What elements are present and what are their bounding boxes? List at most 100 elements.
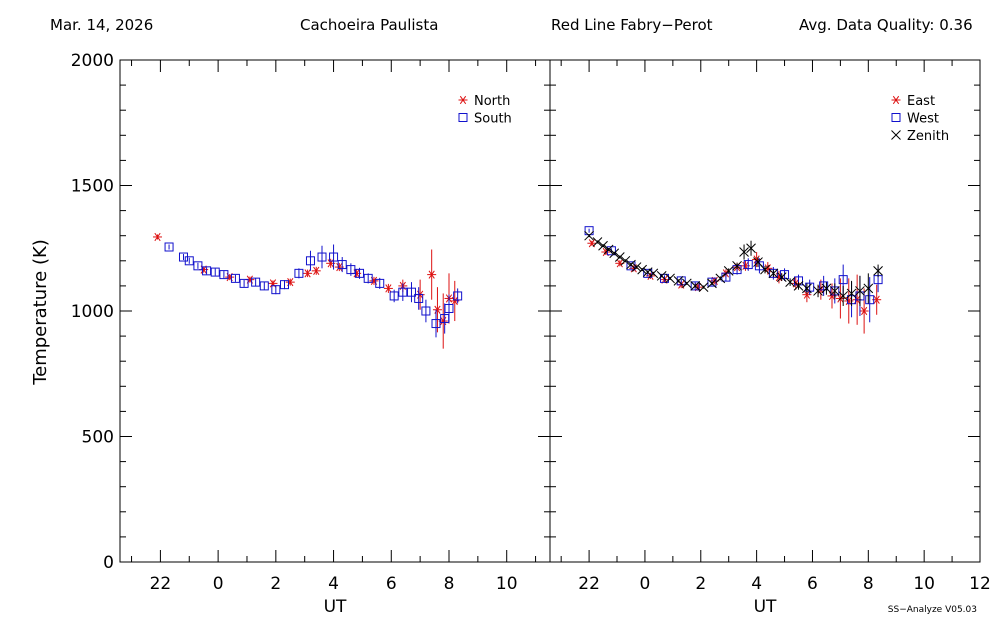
cross-marker: [681, 278, 692, 289]
cross-marker: [829, 286, 840, 296]
square-marker: [838, 275, 848, 285]
square-marker: [690, 281, 700, 291]
square-marker: [317, 252, 327, 262]
cross-marker: [776, 272, 787, 282]
square-marker: [458, 113, 468, 122]
square-marker: [743, 260, 753, 270]
y-tick-label: 1500: [71, 177, 114, 197]
cross-marker: [642, 267, 653, 277]
square-marker: [659, 273, 669, 283]
square-marker: [210, 267, 220, 277]
cross-marker: [584, 230, 594, 241]
cross-marker: [673, 276, 684, 286]
series-zenith: [584, 230, 883, 306]
square-marker: [184, 256, 194, 266]
square-marker: [819, 281, 829, 291]
cross-marker: [746, 243, 756, 254]
cross-marker: [891, 130, 901, 140]
square-marker: [398, 287, 408, 297]
x-tick-label: 22: [578, 574, 600, 594]
cross-marker: [614, 252, 625, 262]
cross-marker: [656, 271, 667, 281]
cross-marker: [838, 291, 849, 301]
cross-marker: [665, 273, 675, 284]
x-tick-label: 2: [270, 574, 281, 594]
x-axis-label-left: UT: [324, 597, 347, 617]
cross-marker: [855, 286, 865, 296]
date-label: Mar. 14, 2026: [50, 16, 154, 34]
site-label: Cachoeira Paulista: [300, 16, 439, 34]
asterisk-marker: [383, 284, 393, 293]
cross-marker: [603, 244, 614, 255]
square-marker: [643, 268, 653, 278]
cross-marker: [592, 237, 603, 247]
cross-marker: [863, 283, 874, 294]
square-marker: [444, 303, 454, 313]
square-marker: [251, 277, 261, 287]
x-tick-label: 4: [751, 574, 762, 594]
cross-marker: [626, 259, 636, 270]
x-tick-label: 6: [386, 574, 397, 594]
square-marker: [406, 287, 416, 297]
panel-north-south: 0 500 1000 1500 2000 22 0 2 4 6 8 10 North South: [71, 51, 551, 594]
version-label: SS−Analyze V05.03: [888, 605, 977, 615]
x-tick-label: 10: [913, 574, 935, 594]
cross-marker: [785, 277, 795, 287]
x-tick-label: 2: [695, 574, 706, 594]
square-marker: [230, 273, 240, 283]
square-marker: [271, 285, 281, 295]
cross-marker: [698, 282, 709, 293]
square-marker: [431, 319, 441, 329]
cross-marker: [802, 283, 812, 294]
square-marker: [754, 261, 764, 271]
asterisk-marker: [859, 306, 869, 316]
cross-marker: [768, 268, 779, 279]
square-marker: [279, 280, 289, 290]
square-marker: [355, 268, 365, 278]
panel-east-west-zenith: 22 0 2 4 6 8 10 12 East West Zenith: [549, 59, 991, 594]
x-tick-label: 22: [150, 574, 172, 594]
cross-marker: [732, 260, 742, 271]
x-tick-label: 6: [807, 574, 818, 594]
quality-label: Avg. Data Quality: 0.36: [799, 16, 973, 34]
cross-marker: [739, 247, 749, 257]
square-marker: [891, 113, 901, 122]
square-marker: [329, 252, 339, 262]
asterisk-marker: [153, 232, 163, 242]
square-marker: [363, 273, 373, 283]
square-marker: [202, 266, 212, 276]
cross-marker: [760, 264, 770, 275]
x-tick-label: 8: [863, 574, 874, 594]
square-marker: [676, 276, 686, 286]
legend-label-zenith: Zenith: [907, 129, 949, 144]
asterisk-marker: [458, 95, 468, 105]
cross-marker: [707, 278, 717, 289]
cross-marker: [690, 281, 701, 291]
square-marker: [453, 291, 463, 301]
cross-marker: [715, 273, 726, 284]
cross-marker: [846, 288, 857, 299]
cross-marker: [620, 255, 631, 266]
y-tick-label: 1000: [71, 302, 114, 322]
cross-marker: [793, 281, 804, 291]
square-marker: [389, 291, 399, 301]
cross-marker: [813, 286, 823, 296]
asterisk-marker: [311, 266, 321, 275]
cross-marker: [637, 264, 647, 275]
square-marker: [421, 306, 431, 316]
cross-marker: [873, 265, 883, 276]
cross-marker: [631, 262, 642, 272]
y-tick-label: 2000: [71, 51, 114, 71]
square-marker: [259, 281, 269, 291]
series-south: [164, 242, 463, 338]
square-marker: [219, 270, 229, 280]
legend-label-east: East: [907, 94, 935, 109]
plot-frame: [119, 59, 551, 563]
asterisk-marker: [303, 269, 313, 278]
x-tick-label: 0: [213, 574, 224, 594]
cross-marker: [723, 265, 734, 276]
x-tick-label: 0: [640, 574, 651, 594]
square-marker: [346, 265, 356, 275]
square-marker: [239, 278, 249, 288]
legend-label-south: South: [474, 112, 512, 127]
